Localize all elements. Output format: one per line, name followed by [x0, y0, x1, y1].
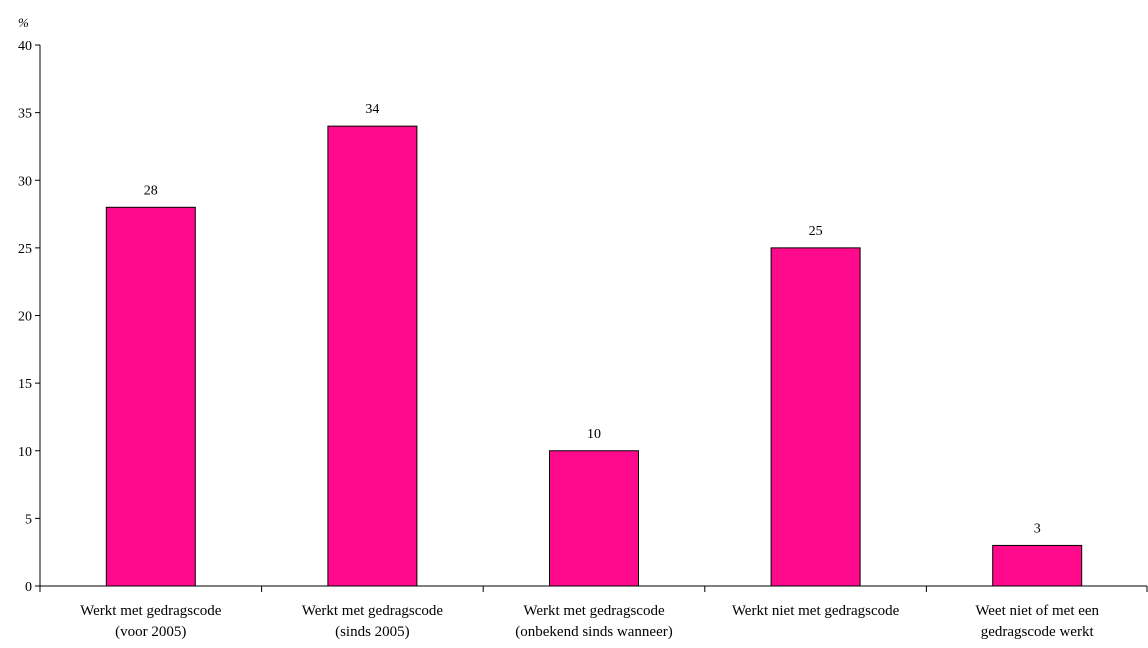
category-label: Werkt met gedragscode — [80, 603, 222, 619]
y-tick-label: 0 — [25, 580, 32, 595]
category-label: (sinds 2005) — [335, 624, 410, 640]
category-label: Weet niet of met een — [975, 603, 1099, 619]
category-labels: Werkt met gedragscode (voor 2005) Werkt me… — [80, 603, 1099, 640]
category-label: (voor 2005) — [115, 624, 186, 640]
bar — [327, 125, 418, 587]
bar — [549, 450, 639, 587]
data-labels: 28 34 10 25 3 — [144, 102, 1041, 536]
data-label: 10 — [587, 427, 601, 442]
bar — [992, 544, 1083, 587]
category-label: gedragscode werkt — [981, 624, 1095, 640]
category-label: Werkt met gedragscode — [302, 603, 444, 619]
y-tick-label: 15 — [18, 377, 32, 392]
data-label: 25 — [809, 224, 823, 239]
x-axis — [39, 585, 1148, 592]
data-label: 28 — [144, 183, 158, 198]
bar — [105, 206, 196, 587]
y-tick-label: 40 — [18, 39, 32, 54]
bar — [770, 247, 861, 587]
category-label: Werkt niet met gedragscode — [732, 603, 900, 619]
y-tick-label: 35 — [18, 107, 32, 122]
y-tick-label: 30 — [18, 174, 32, 189]
y-tick-label: 25 — [18, 242, 32, 257]
bars — [105, 125, 1083, 587]
y-axis: 0 5 10 15 20 25 30 35 40 — [18, 39, 41, 595]
y-tick-label: 5 — [25, 512, 32, 527]
data-label: 3 — [1034, 521, 1041, 536]
category-label: (onbekend sinds wanneer) — [515, 624, 672, 640]
y-tick-label: 10 — [18, 445, 32, 460]
data-label: 34 — [365, 102, 379, 117]
y-axis-unit-label: % — [18, 15, 29, 30]
category-label: Werkt met gedragscode — [523, 603, 665, 619]
y-tick-label: 20 — [18, 310, 32, 325]
